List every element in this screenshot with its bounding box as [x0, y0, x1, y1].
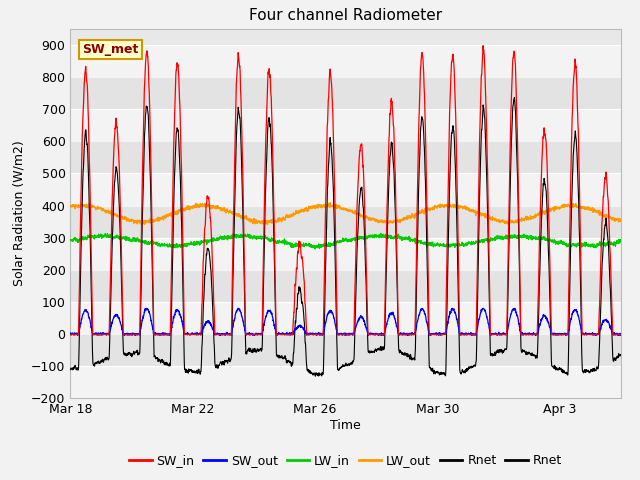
Bar — [70, 109, 621, 141]
Bar — [70, 366, 621, 398]
Bar — [70, 173, 621, 205]
Title: Four channel Radiometer: Four channel Radiometer — [249, 9, 442, 24]
Y-axis label: Solar Radiation (W/m2): Solar Radiation (W/m2) — [13, 141, 26, 287]
Bar — [70, 141, 621, 173]
Bar — [70, 77, 621, 109]
Bar — [70, 334, 621, 366]
Legend: SW_in, SW_out, LW_in, LW_out, Rnet, Rnet: SW_in, SW_out, LW_in, LW_out, Rnet, Rnet — [124, 449, 567, 472]
Bar — [70, 45, 621, 77]
Bar — [70, 302, 621, 334]
Bar — [70, 270, 621, 302]
Text: SW_met: SW_met — [83, 43, 139, 56]
X-axis label: Time: Time — [330, 419, 361, 432]
Bar — [70, 205, 621, 238]
Bar — [70, 238, 621, 270]
